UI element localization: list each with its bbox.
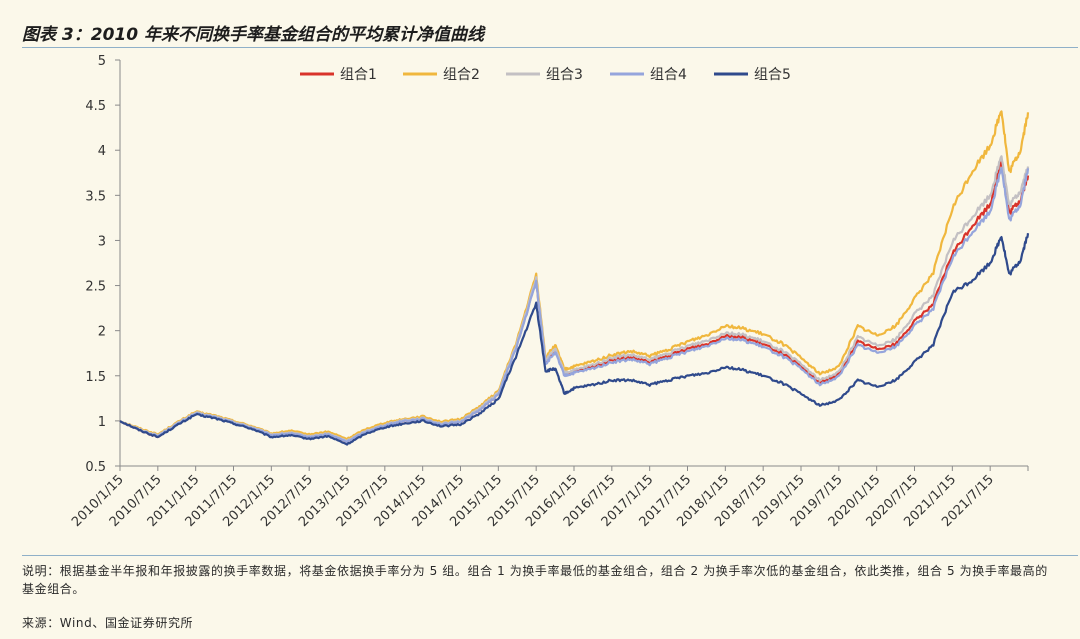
nav-line-chart: 0.511.522.533.544.552010/1/152010/7/1520… — [69, 54, 1030, 530]
y-tick-label: 0.5 — [85, 460, 106, 475]
figure-title: 图表 3：2010 年来不同换手率基金组合的平均累计净值曲线 — [22, 25, 484, 45]
series-line-5 — [119, 233, 1030, 446]
legend-label-3: 组合3 — [546, 67, 583, 83]
y-tick-label: 2 — [98, 325, 106, 340]
figure-header: 图表 3：2010 年来不同换手率基金组合的平均累计净值曲线 — [22, 17, 1078, 48]
legend-label-1: 组合1 — [340, 67, 377, 83]
chart-note: 说明：根据基金半年报和年报披露的换手率数据，将基金依据换手率分为 5 组。组合 … — [22, 564, 1048, 596]
series-line-3 — [119, 155, 1030, 443]
legend-label-5: 组合5 — [754, 67, 791, 83]
y-tick-label: 3.5 — [85, 189, 106, 204]
legend-label-2: 组合2 — [443, 67, 480, 83]
y-tick-label: 2.5 — [85, 280, 106, 295]
series-line-1 — [119, 159, 1030, 444]
chart-container: 0.5 1 1.5 2 2.5 3 3.5 4 4.5 5 2010/1/15 2010/7/15 20… — [0, 48, 1080, 553]
y-tick-label: 1 — [98, 415, 106, 430]
y-tick-label: 5 — [98, 54, 106, 69]
y-tick-label: 3 — [98, 234, 106, 249]
top-strip — [0, 0, 1080, 6]
legend-label-4: 组合4 — [650, 67, 687, 83]
note-divider — [22, 555, 1078, 556]
series-line-2 — [119, 110, 1030, 441]
y-tick-label: 4.5 — [85, 99, 106, 114]
data-source: 来源：Wind、国金证券研究所 — [22, 616, 194, 630]
y-tick-label: 1.5 — [85, 370, 106, 385]
y-tick-label: 4 — [98, 144, 106, 159]
series-line-4 — [119, 166, 1030, 444]
